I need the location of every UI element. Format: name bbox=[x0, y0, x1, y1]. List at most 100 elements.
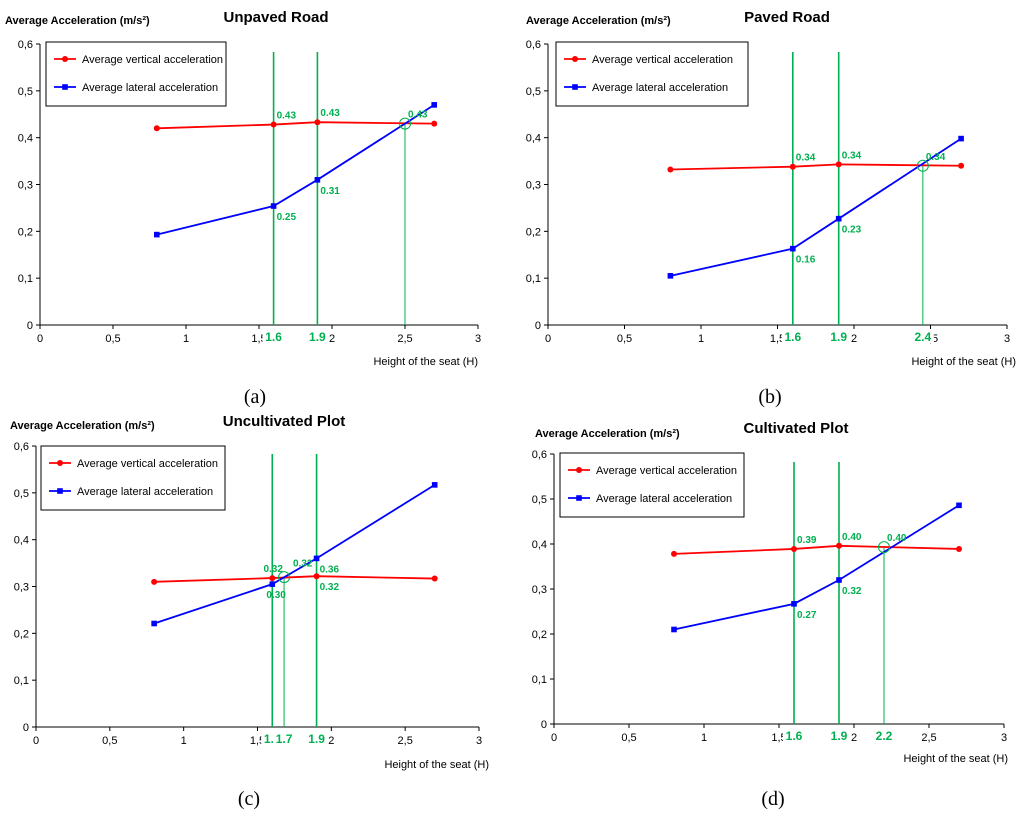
legend-swatch-marker bbox=[576, 495, 582, 501]
chart-panel-1: Unpaved Road Average Acceleration (m/s²) H… bbox=[5, 9, 481, 408]
vertical-data-point bbox=[269, 575, 276, 582]
legend-swatch-marker bbox=[62, 84, 68, 90]
vertical-data-point bbox=[313, 573, 320, 580]
y-tick-label: 0,4 bbox=[14, 535, 29, 547]
reference-x-label: 1.6 bbox=[786, 729, 803, 743]
data-value-label: 0.32 bbox=[842, 586, 862, 597]
data-value-label: 0.30 bbox=[266, 590, 286, 601]
vertical-data-point bbox=[151, 578, 158, 585]
data-value-label: 0.43 bbox=[408, 110, 428, 121]
reference-label-bg bbox=[827, 329, 850, 343]
y-tick-label: 0,5 bbox=[14, 488, 29, 500]
reference-x-label: 1.9 bbox=[830, 330, 847, 344]
reference-x-label: 2.4 bbox=[915, 330, 932, 344]
vertical-series-line bbox=[673, 544, 960, 555]
data-value-label: 0.34 bbox=[796, 153, 816, 164]
x-tick-label: 0 bbox=[33, 735, 39, 747]
x-tick-label: 2 bbox=[851, 732, 857, 744]
reference-label-bg bbox=[911, 329, 934, 343]
y-tick-label: 0,4 bbox=[18, 133, 33, 145]
x-tick-label: 3 bbox=[1001, 732, 1007, 744]
y-tick-label: 0,2 bbox=[532, 629, 547, 641]
legend-entry-label: Average lateral acceleration bbox=[77, 486, 213, 498]
x-tick-label: 2,5 bbox=[398, 735, 413, 747]
lateral-data-point bbox=[151, 620, 157, 627]
reference-x-label: 1.9 bbox=[831, 729, 848, 743]
lateral-data-point bbox=[671, 626, 677, 633]
data-value-label: 0.31 bbox=[320, 186, 340, 197]
lateral-data-point bbox=[956, 502, 962, 509]
x-tick-label: 0,5 bbox=[621, 732, 636, 744]
legend-swatch-marker bbox=[572, 84, 578, 90]
vertical-series-line bbox=[670, 163, 962, 171]
intersection-marker bbox=[878, 541, 890, 554]
y-tick-label: 0,6 bbox=[526, 39, 541, 51]
chart-title: Cultivated Plot bbox=[743, 420, 848, 437]
x-tick-label: 0,5 bbox=[102, 735, 117, 747]
y-tick-label: 0,1 bbox=[14, 675, 29, 687]
y-tick-label: 0,2 bbox=[526, 226, 541, 238]
y-axis-label: Average Acceleration (m/s²) bbox=[10, 420, 155, 432]
panel-label: (b) bbox=[758, 386, 781, 408]
chart-title: Unpaved Road bbox=[223, 9, 328, 26]
x-tick-label: 1,5 bbox=[771, 732, 786, 744]
y-axis-label: Average Acceleration (m/s²) bbox=[5, 15, 150, 27]
lateral-data-point bbox=[154, 231, 160, 238]
x-tick-label: 0 bbox=[551, 732, 557, 744]
legend-swatch-marker bbox=[576, 467, 582, 473]
reference-x-label: 1.7 bbox=[276, 732, 293, 746]
legend-box bbox=[555, 41, 749, 107]
legend: Average vertical acceleration Average lat… bbox=[45, 41, 227, 107]
reference-x-label: 2.2 bbox=[876, 729, 893, 743]
x-tick-label: 0,5 bbox=[105, 333, 120, 345]
chart-panel-4: Cultivated Plot Average Acceleration (m/s… bbox=[532, 420, 1008, 810]
legend-entry-label: Average vertical acceleration bbox=[77, 458, 218, 470]
y-tick-label: 0,1 bbox=[532, 674, 547, 686]
x-tick-label: 1 bbox=[183, 333, 189, 345]
lateral-series-line bbox=[153, 484, 436, 625]
y-tick-label: 0,1 bbox=[18, 273, 33, 285]
vertical-data-point bbox=[958, 162, 965, 169]
reference-x-label: 1.9 bbox=[309, 330, 326, 344]
reference-label-bg bbox=[262, 329, 285, 343]
chart-title: Uncultivated Plot bbox=[223, 413, 346, 430]
x-tick-label: 0,5 bbox=[617, 333, 632, 345]
reference-label-bg bbox=[873, 728, 895, 742]
vertical-data-point bbox=[789, 163, 796, 170]
y-tick-label: 0,3 bbox=[532, 584, 547, 596]
data-value-label: 0.32 bbox=[320, 582, 340, 593]
vertical-data-point bbox=[835, 161, 842, 168]
y-tick-label: 0,5 bbox=[526, 86, 541, 98]
x-tick-label: 3 bbox=[475, 333, 481, 345]
data-value-label: 0.32 bbox=[293, 558, 313, 569]
legend-swatch-marker bbox=[62, 56, 68, 62]
y-tick-label: 0 bbox=[535, 320, 541, 332]
lateral-series-line bbox=[673, 504, 960, 631]
reference-label-bg bbox=[783, 728, 805, 742]
legend-swatch-marker bbox=[572, 56, 578, 62]
y-tick-label: 0 bbox=[27, 320, 33, 332]
y-axis-label: Average Acceleration (m/s²) bbox=[535, 428, 680, 440]
x-tick-label: 1 bbox=[698, 333, 704, 345]
data-value-label: 0.25 bbox=[277, 212, 297, 223]
legend-entry-label: Average vertical acceleration bbox=[596, 465, 737, 477]
legend: Average vertical acceleration Average lat… bbox=[40, 445, 226, 511]
x-axis-label: Height of the seat (H) bbox=[384, 759, 489, 771]
y-tick-label: 0,3 bbox=[14, 582, 29, 594]
chart-title: Paved Road bbox=[744, 9, 830, 26]
data-value-label: 0.40 bbox=[887, 533, 907, 544]
lateral-data-point bbox=[958, 135, 964, 142]
lateral-data-point bbox=[314, 177, 321, 183]
data-value-label: 0.27 bbox=[797, 610, 817, 621]
reference-x-label: 1.6 bbox=[784, 330, 801, 344]
lateral-series-line bbox=[156, 104, 435, 236]
vertical-series-line bbox=[154, 575, 435, 583]
x-tick-label: 2,5 bbox=[397, 333, 412, 345]
vertical-data-point bbox=[431, 575, 438, 582]
y-tick-label: 0,6 bbox=[532, 449, 547, 461]
y-tick-label: 0,3 bbox=[18, 180, 33, 192]
x-axis-label: Height of the seat (H) bbox=[911, 356, 1016, 368]
y-tick-label: 0,3 bbox=[526, 180, 541, 192]
vertical-data-point bbox=[153, 125, 160, 132]
legend-entry-label: Average lateral acceleration bbox=[592, 82, 728, 94]
